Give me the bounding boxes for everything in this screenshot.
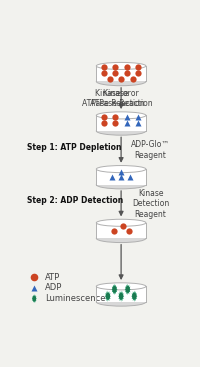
Polygon shape <box>118 291 124 302</box>
Polygon shape <box>96 223 146 238</box>
Ellipse shape <box>96 62 146 69</box>
Text: Kinase
Detection
Reagent: Kinase Detection Reagent <box>132 189 169 219</box>
Polygon shape <box>131 291 137 302</box>
Circle shape <box>126 287 129 292</box>
Polygon shape <box>32 294 37 303</box>
Ellipse shape <box>96 181 146 189</box>
Ellipse shape <box>96 77 146 86</box>
Ellipse shape <box>96 127 146 135</box>
Polygon shape <box>125 284 131 295</box>
Text: Kinase or
ATPase Reaction: Kinase or ATPase Reaction <box>82 89 145 108</box>
Ellipse shape <box>96 298 146 306</box>
Polygon shape <box>96 169 146 185</box>
Text: ADP: ADP <box>45 283 63 292</box>
Polygon shape <box>96 66 146 81</box>
Polygon shape <box>96 115 146 131</box>
Text: ADP-Glo™
Reagent: ADP-Glo™ Reagent <box>131 140 170 160</box>
Text: Step 2: ADP Detection: Step 2: ADP Detection <box>27 196 123 206</box>
Ellipse shape <box>96 219 146 226</box>
Polygon shape <box>111 284 118 295</box>
Circle shape <box>33 297 35 301</box>
Ellipse shape <box>96 283 146 290</box>
Polygon shape <box>96 286 146 302</box>
Ellipse shape <box>96 112 146 119</box>
Circle shape <box>133 294 136 299</box>
Circle shape <box>106 294 109 299</box>
Ellipse shape <box>96 166 146 172</box>
Text: Step 1: ATP Depletion: Step 1: ATP Depletion <box>27 143 121 152</box>
Circle shape <box>120 294 123 299</box>
Polygon shape <box>105 291 111 302</box>
Text: Luminescence: Luminescence <box>45 294 106 303</box>
Circle shape <box>113 287 116 292</box>
Text: Kinase or
ATPase Reaction: Kinase or ATPase Reaction <box>90 89 152 108</box>
Text: ATP: ATP <box>45 273 60 282</box>
Ellipse shape <box>96 234 146 243</box>
